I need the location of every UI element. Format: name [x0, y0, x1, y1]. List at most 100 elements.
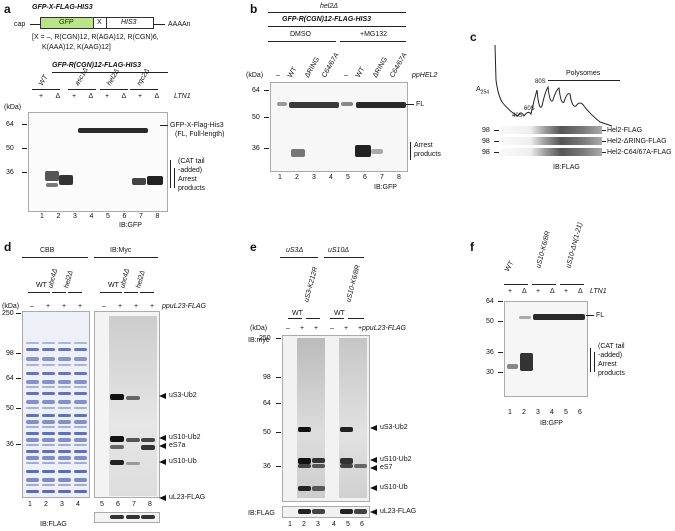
group-underline — [124, 292, 138, 293]
plasmid-sign: + — [118, 303, 123, 310]
arrowhead-icon — [159, 495, 166, 501]
marker-tick — [22, 124, 27, 125]
ltn1-sign: + — [72, 93, 77, 100]
strain-label: ubc4Δ — [47, 267, 60, 289]
construct-title: GFP-X-FLAG-HIS3 — [32, 4, 93, 11]
x-definition: [X = –, R(CGN)12, R(AGA)12, R(CGN)6, — [32, 34, 159, 41]
myc-blot — [282, 335, 370, 502]
arrest-label-2: products — [178, 185, 205, 192]
marker-tick — [498, 352, 503, 353]
group-underline — [130, 89, 158, 90]
strain-label: hel2Δ — [320, 3, 338, 10]
construct-row-label: Hel2-FLAG — [607, 127, 643, 134]
strain-label: rqc2Δ — [135, 67, 152, 87]
marker-tick — [16, 353, 21, 354]
band-label: uS10-Ub2 — [169, 434, 201, 441]
marker-tick — [498, 321, 503, 322]
ltn1-sign: Δ — [154, 93, 160, 100]
ib-label: IB:FLAG — [40, 521, 67, 528]
group-underline — [560, 284, 584, 285]
group-underline — [68, 292, 82, 293]
plasmid-label: – — [276, 72, 280, 79]
marker-tick — [498, 301, 503, 302]
plasmid-sign: + — [46, 303, 51, 310]
arrowhead-icon — [370, 457, 377, 463]
marker-tick — [494, 130, 499, 131]
band-label: uL23-FLAG — [169, 494, 206, 501]
arrowhead-icon — [159, 393, 166, 399]
blot-title: GFP-R(CGN)12-FLAG-HIS3 — [282, 16, 372, 23]
strain-label: hel2Δ — [63, 269, 75, 289]
lane-number: 5 — [106, 213, 110, 220]
flag-blot — [94, 512, 160, 523]
marker-tick — [16, 313, 21, 314]
ibmyc-label: IB:Myc — [110, 247, 132, 254]
marker-tick — [276, 377, 281, 378]
group-underline — [504, 284, 528, 285]
plasmid-sign: – — [286, 325, 290, 332]
group-underline — [348, 318, 364, 319]
cap-label: cap — [14, 21, 26, 28]
his3-box: HIS3 — [106, 17, 154, 29]
blot-b — [270, 82, 408, 172]
fl-label: FL — [596, 312, 605, 319]
ltn1-sign: Δ — [88, 93, 94, 100]
marker-label: 250 — [259, 335, 271, 342]
lane-number: 6 — [578, 409, 582, 416]
ltn1-sign: Δ — [121, 93, 127, 100]
group-underline — [100, 89, 128, 90]
kda-label: (kDa) — [2, 303, 20, 310]
polya-label: AAAAn — [168, 21, 191, 28]
marker-label: 36 — [252, 145, 260, 152]
marker-tick — [264, 148, 269, 149]
lane-number: 6 — [363, 174, 367, 181]
marker-label: 50 — [6, 145, 14, 152]
band-label: eS7a — [169, 442, 186, 449]
strain-label: WT — [108, 282, 119, 289]
lane-number: 2 — [56, 213, 61, 220]
band-label: uS10-Ub — [380, 484, 408, 491]
plasmid-label: ΔRING — [371, 56, 390, 79]
gradient-fraction-blot — [500, 126, 602, 134]
construct-row-label: Hel2-ΔRING-FLAG — [607, 138, 667, 145]
band-label: uL23-FLAG — [380, 508, 417, 515]
cbb-label: CBB — [40, 247, 55, 254]
group-underline — [28, 292, 50, 293]
ib-label: IB:FLAG — [553, 164, 580, 171]
strain-label: uS3-K212R — [303, 266, 320, 303]
cat-label-2: -added) — [598, 352, 623, 359]
marker-label: 98 — [482, 127, 490, 134]
kda-label: (kDa) — [250, 325, 268, 332]
lane-number: 4 — [89, 213, 94, 220]
plasmid-label: WT — [354, 66, 367, 79]
cat-label-2: -added) — [178, 167, 203, 174]
flag-blot — [282, 506, 370, 518]
lane-number: 8 — [155, 213, 160, 220]
marker-tick — [276, 338, 281, 339]
pul23-label: ppuL23-FLAG — [362, 325, 406, 332]
cat-label: (CAT tail — [178, 158, 205, 165]
plasmid-sign: + — [344, 325, 349, 332]
marker-tick — [264, 117, 269, 118]
lane-number: 6 — [116, 501, 120, 508]
ltn1-sign: + — [138, 93, 143, 100]
strain-label: WT — [503, 260, 516, 273]
phel2-label: ppHEL2 — [412, 72, 438, 79]
plasmid-sign: + — [300, 325, 305, 332]
lane-number: 5 — [346, 521, 350, 528]
lane-number: 4 — [550, 409, 554, 416]
ltn1-label: LTN1 — [174, 93, 191, 100]
kda-label: (kDa) — [4, 104, 22, 111]
plasmid-label: C64/67A — [388, 51, 409, 79]
lane-number: 4 — [332, 521, 336, 528]
mg132-label: +MG132 — [360, 31, 388, 38]
lane-number: 8 — [397, 174, 401, 181]
marker-label: 36 — [6, 441, 14, 448]
ltn1-sign: + — [508, 288, 513, 295]
lane-number: 8 — [148, 501, 152, 508]
marker-label: 36 — [6, 169, 14, 176]
marker-tick — [264, 90, 269, 91]
band-label: uS3-Ub2 — [169, 392, 197, 399]
plasmid-label: C64/67A — [320, 51, 341, 79]
cbb-gel — [22, 311, 90, 498]
